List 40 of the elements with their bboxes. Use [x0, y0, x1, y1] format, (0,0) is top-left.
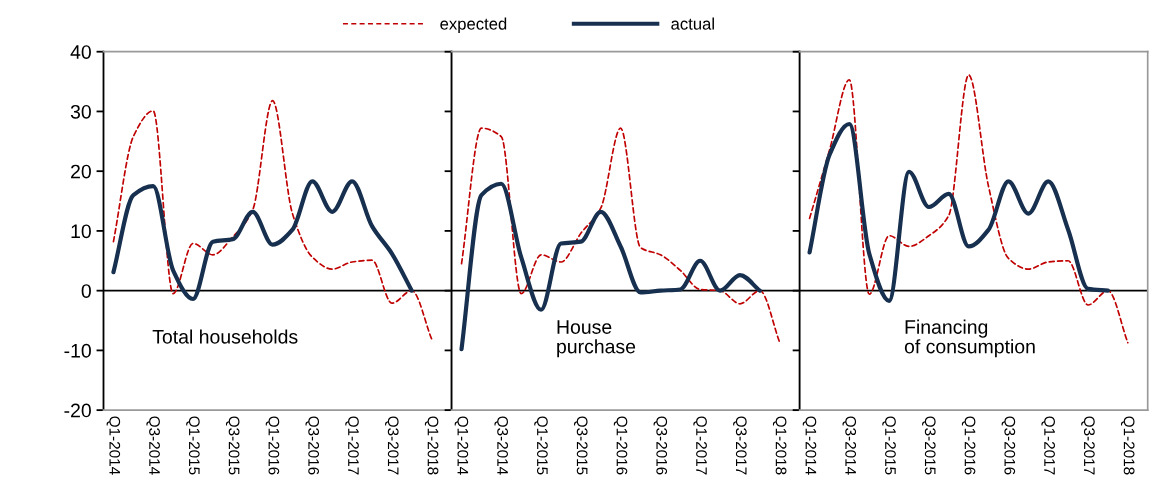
- line-series: [111, 179, 414, 302]
- x-tick-label: Q1-2015: [186, 416, 200, 475]
- x-tick-label: Q1-2017: [693, 416, 707, 475]
- x-tick-label: Q3-2015: [922, 416, 936, 475]
- x-tick-label: Q1-2014: [802, 416, 817, 475]
- x-tick-label: Q3-2016: [1001, 416, 1016, 475]
- x-tick-label: Q1-2014: [454, 416, 469, 475]
- y-tick-label: 30: [70, 104, 91, 119]
- x-tick-label: Q1-2016: [265, 416, 280, 475]
- x-tick-label: Q3-2014: [146, 416, 160, 475]
- x-tick-label: Q3-2017: [385, 416, 399, 475]
- y-tick-label: 0: [81, 284, 91, 298]
- x-tick-label: Q1-2017: [1041, 416, 1055, 475]
- y-tick-label: -20: [64, 403, 91, 418]
- y-tick-label: 40: [70, 45, 91, 59]
- x-tick-label: Q3-2017: [1081, 416, 1095, 475]
- x-tick-label: Q1-2015: [882, 416, 896, 475]
- annotation: Total households: [152, 329, 298, 344]
- legend-label: actual: [671, 17, 714, 30]
- x-tick-label: Q1-2014: [106, 416, 121, 475]
- x-tick-label: Q1-2018: [424, 416, 439, 475]
- x-tick-label: Q1-2017: [345, 416, 359, 475]
- annotation: Financing of consumption: [904, 319, 1035, 358]
- x-tick-label: Q3-2016: [305, 416, 320, 475]
- legend-label: expected: [440, 17, 507, 34]
- x-tick-label: Q3-2015: [574, 416, 588, 475]
- x-tick-label: Q1-2016: [961, 416, 976, 475]
- x-tick-label: Q1-2015: [534, 416, 548, 475]
- x-tick-label: Q1-2018: [1120, 416, 1135, 475]
- x-tick-label: Q3-2017: [733, 416, 747, 475]
- annotation: House purchase: [557, 320, 636, 358]
- x-tick-label: Q3-2015: [225, 416, 240, 475]
- y-tick-label: 10: [71, 224, 91, 239]
- x-tick-label: Q3-2016: [653, 416, 668, 475]
- x-tick-label: Q1-2016: [613, 416, 628, 475]
- y-tick-label: -10: [64, 343, 91, 358]
- y-tick-label: 20: [71, 164, 91, 179]
- x-tick-label: Q3-2014: [842, 416, 857, 475]
- x-tick-label: Q1-2018: [772, 416, 787, 475]
- x-tick-label: Q3-2014: [494, 416, 509, 475]
